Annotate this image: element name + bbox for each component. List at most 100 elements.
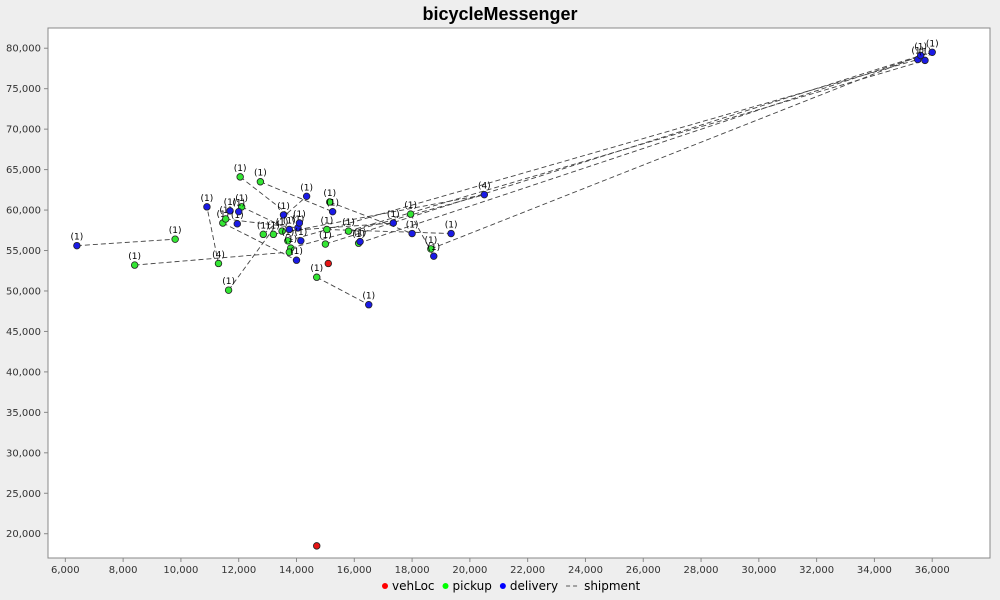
- x-tick-label: 24,000: [568, 565, 603, 576]
- shipment-line: [348, 59, 926, 232]
- delivery-point: [408, 229, 416, 238]
- point-label: (1): [201, 194, 214, 204]
- delivery-point: [233, 220, 241, 228]
- point-label: (1): [926, 39, 939, 49]
- point-label: (1): [216, 210, 229, 220]
- y-tick-label: 75,000: [6, 84, 41, 95]
- delivery-point: [356, 237, 364, 246]
- vehLoc-legend-label: vehLoc: [392, 579, 435, 593]
- shipment-line: [358, 51, 933, 244]
- y-tick-label: 20,000: [6, 529, 41, 540]
- x-tick-label: 20,000: [452, 565, 487, 576]
- point-label: (1): [319, 231, 332, 241]
- pickup-point: [406, 210, 415, 218]
- shipment-line: [316, 276, 369, 306]
- shipment-line: [222, 222, 297, 261]
- shipment-lines: [76, 51, 933, 306]
- point-label: (1): [445, 221, 458, 231]
- delivery-point: [365, 301, 373, 309]
- x-tick-label: 14,000: [279, 565, 314, 576]
- point-label: (1): [231, 211, 244, 221]
- y-axis: 20,000 25,000 30,000 35,000 40,000 45,000 50,0…: [6, 44, 48, 540]
- x-tick-label: 16,000: [337, 565, 372, 576]
- x-tick-label: 26,000: [626, 565, 661, 576]
- pickup-point: [259, 230, 267, 239]
- y-tick-label: 25,000: [6, 489, 41, 500]
- x-tick-label: 8,000: [109, 565, 138, 576]
- point-label: (1): [294, 228, 307, 238]
- delivery-point: [328, 207, 337, 216]
- point-label: (1): [404, 201, 417, 211]
- x-axis: 6,000 8,000 10,000 12,000 14,000 16,000 18,000…: [51, 558, 950, 576]
- x-tick-label: 18,000: [395, 565, 430, 576]
- vehLoc-point: [324, 259, 332, 268]
- delivery-point: [480, 190, 489, 199]
- delivery-point: [389, 219, 398, 227]
- shipment-line: [134, 251, 290, 266]
- point-label: (1): [235, 194, 248, 204]
- y-tick-label: 45,000: [6, 327, 41, 338]
- point-label: (1): [424, 236, 437, 246]
- delivery-point: [203, 203, 211, 211]
- plot-area: [47, 27, 991, 559]
- pickup-point: [256, 178, 265, 186]
- point-label: (1): [293, 210, 306, 220]
- pickup-point: [236, 173, 244, 181]
- y-tick-label: 65,000: [6, 165, 41, 176]
- point-label: (1): [222, 277, 235, 287]
- point-label: (1): [406, 221, 419, 231]
- x-tick-label: 32,000: [799, 565, 834, 576]
- point-label: (1): [320, 216, 333, 226]
- pickup-point: [313, 273, 321, 281]
- delivery-point: [295, 219, 304, 227]
- x-tick-label: 10,000: [163, 565, 198, 576]
- delivery-point: [447, 229, 455, 238]
- delivery-point: [73, 241, 81, 250]
- pickup-point: [321, 240, 330, 248]
- y-tick-label: 70,000: [6, 125, 41, 136]
- point-label: (1): [326, 199, 339, 209]
- y-tick-label: 55,000: [6, 246, 41, 257]
- shipment-line: [260, 181, 333, 213]
- pickup-point: [130, 261, 139, 269]
- y-tick-label: 50,000: [6, 286, 41, 297]
- point-label: (1): [362, 292, 375, 302]
- pickup-point: [427, 245, 435, 253]
- vehLoc-legend-marker: [382, 583, 388, 589]
- delivery-point: [292, 256, 301, 264]
- point-label: (1): [224, 198, 237, 208]
- point-label: (4): [478, 182, 491, 192]
- delivery-legend-label: delivery: [510, 579, 558, 593]
- pickup-point: [171, 235, 179, 243]
- pickup-point: [269, 230, 278, 239]
- point-label: (1): [911, 47, 924, 57]
- delivery-point: [302, 192, 311, 201]
- delivery-legend-marker: [499, 583, 506, 589]
- x-tick-label: 22,000: [510, 565, 545, 576]
- point-label: (1): [300, 183, 313, 193]
- point-label: (1): [276, 218, 289, 228]
- x-tick-label: 30,000: [741, 565, 776, 576]
- pickup-point: [323, 225, 331, 234]
- x-tick-label: 34,000: [857, 565, 892, 576]
- chart-title: bicycleMessenger: [422, 4, 577, 24]
- y-tick-label: 35,000: [6, 408, 41, 419]
- delivery-point: [226, 207, 234, 215]
- delivery-point: [235, 207, 243, 216]
- delivery-point: [279, 211, 288, 219]
- y-tick-label: 80,000: [6, 44, 41, 55]
- delivery-point: [285, 225, 293, 234]
- shipment-line: [290, 194, 485, 249]
- point-label: (1): [128, 252, 141, 262]
- delivery-point: [928, 48, 936, 56]
- point-label: (1): [234, 164, 247, 174]
- pickup-point: [224, 286, 233, 294]
- pickup-point: [326, 198, 334, 206]
- point-label: (1): [427, 243, 440, 253]
- shipment-line: [325, 55, 921, 245]
- point-label: (1): [267, 221, 280, 231]
- point-label: (1): [919, 47, 932, 57]
- y-tick-label: 60,000: [6, 206, 41, 217]
- point-label: (1): [283, 216, 296, 226]
